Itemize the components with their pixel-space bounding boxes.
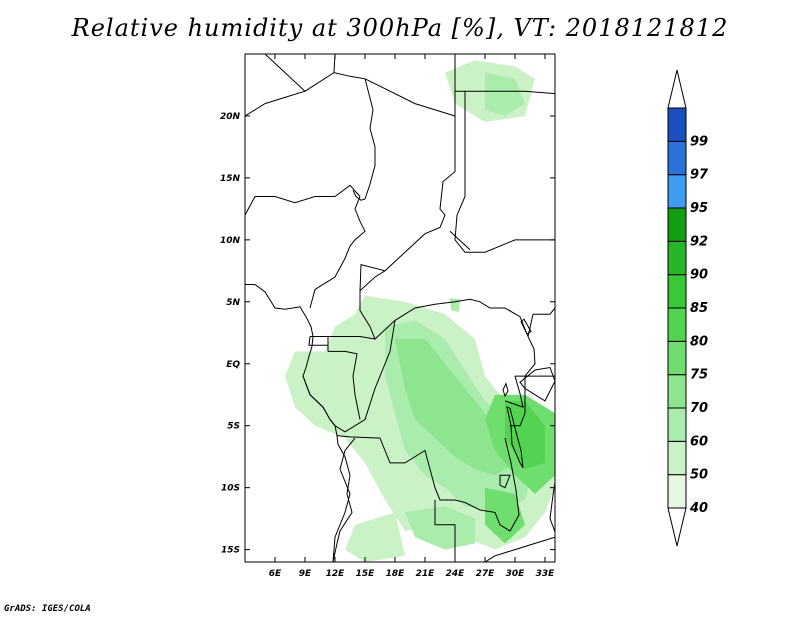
- colorbar-label: 60: [690, 434, 708, 449]
- country-border-8: [309, 196, 366, 309]
- colorbar-label: 80: [690, 334, 708, 349]
- lat-tick-label: 20N: [220, 112, 241, 122]
- country-border-27: [524, 336, 536, 377]
- country-border-20: [332, 437, 356, 562]
- country-border-11: [364, 78, 376, 200]
- lon-tick-label: 12E: [326, 569, 346, 579]
- colorbar-label: 95: [690, 201, 708, 216]
- country-border-3: [359, 290, 529, 340]
- country-border-10: [352, 190, 366, 201]
- country-border-17: [334, 320, 396, 433]
- colorbar-segment: [667, 440, 687, 476]
- colorbar-segment: [667, 207, 687, 242]
- colorbar-label: 90: [690, 268, 708, 283]
- country-border-7: [449, 230, 471, 251]
- lake-outline-1: [502, 382, 509, 398]
- country-border-16: [302, 375, 336, 427]
- colorbar-segment: [667, 107, 687, 142]
- lat-tick-label: 10N: [220, 236, 241, 246]
- lon-tick-label: 15E: [356, 569, 376, 579]
- colorbar-segment: [667, 174, 687, 209]
- colorbar-top-arrow: [667, 69, 687, 109]
- country-border-0: [264, 54, 456, 123]
- country-border-22: [484, 536, 555, 562]
- lat-tick-label: 5S: [227, 422, 240, 432]
- humidity-patch-50-9: [345, 512, 405, 562]
- humidity-patch-60-10: [450, 298, 460, 312]
- lon-tick-label: 9E: [299, 569, 312, 579]
- lake-outline-5: [520, 318, 532, 335]
- country-border-13: [310, 336, 376, 340]
- colorbar-label: 97: [690, 168, 709, 183]
- colorbar: 40 50 60 70 75 80 85 90 92 95 97 99: [667, 69, 709, 547]
- country-border-24: [504, 375, 524, 408]
- colorbar-segment: [667, 274, 687, 309]
- country-border-5: [455, 90, 555, 95]
- longitude-axis: 6E 9E 12E 15E 18E 21E 24E 27E 30E 33E: [269, 54, 555, 579]
- lake-outline-0: [506, 406, 524, 469]
- humidity-fills: [285, 60, 555, 562]
- humidity-patch-60-8: [405, 506, 475, 550]
- country-border-6: [454, 91, 555, 253]
- lon-tick-label: 21E: [416, 569, 436, 579]
- colorbar-segment: [667, 474, 687, 509]
- colorbar-label: 75: [690, 368, 708, 383]
- lake-outline-2: [519, 366, 555, 402]
- country-border-26: [527, 307, 555, 337]
- lake-outline-3: [499, 474, 511, 489]
- lon-tick-label: 6E: [269, 569, 282, 579]
- country-border-12: [245, 90, 306, 117]
- latitude-axis: 20N 15N 10N 5N EQ 5S 10S 15S: [220, 112, 555, 556]
- colorbar-bottom-arrow: [667, 507, 687, 547]
- colorbar-label: 92: [690, 234, 708, 249]
- colorbar-segment: [667, 340, 687, 376]
- boundary-lines: [245, 54, 555, 562]
- colorbar-label: 50: [690, 468, 708, 483]
- colorbar-segment: [667, 407, 687, 442]
- country-border-9: [245, 184, 361, 216]
- lon-tick-label: 27E: [476, 569, 496, 579]
- humidity-patch-60-1: [485, 72, 525, 116]
- colorbar-segment: [667, 374, 687, 409]
- country-border-18: [328, 350, 361, 420]
- lat-tick-label: 10S: [221, 484, 240, 494]
- colorbar-label: 99: [690, 134, 708, 149]
- lon-tick-label: 18E: [386, 569, 406, 579]
- lon-tick-label: 33E: [536, 569, 556, 579]
- humidity-patch-75-7: [485, 487, 525, 544]
- colorbar-label: 40: [689, 501, 708, 516]
- lat-tick-label: 5N: [226, 298, 240, 308]
- lat-tick-label: 15S: [221, 546, 240, 556]
- country-border-25: [510, 376, 526, 427]
- lon-tick-label: 24E: [446, 569, 466, 579]
- colorbar-label: 85: [690, 301, 708, 316]
- humidity-patch-70-4: [395, 339, 515, 476]
- lake-outline-4: [549, 482, 555, 534]
- colorbar-segment: [667, 140, 687, 176]
- lat-tick-label: 15N: [220, 174, 241, 184]
- colorbar-label: 70: [690, 401, 708, 416]
- map-title: Relative humidity at 300hPa [%], VT: 201…: [71, 14, 729, 42]
- lon-tick-label: 30E: [506, 569, 526, 579]
- map-frame: [244, 53, 556, 563]
- country-border-19: [336, 435, 520, 532]
- grads-credit: GrADS: IGES/COLA: [4, 604, 91, 614]
- country-border-21: [434, 500, 456, 562]
- colorbar-segment: [667, 240, 687, 276]
- colorbar-segment: [667, 307, 687, 342]
- lat-tick-label: EQ: [226, 360, 240, 370]
